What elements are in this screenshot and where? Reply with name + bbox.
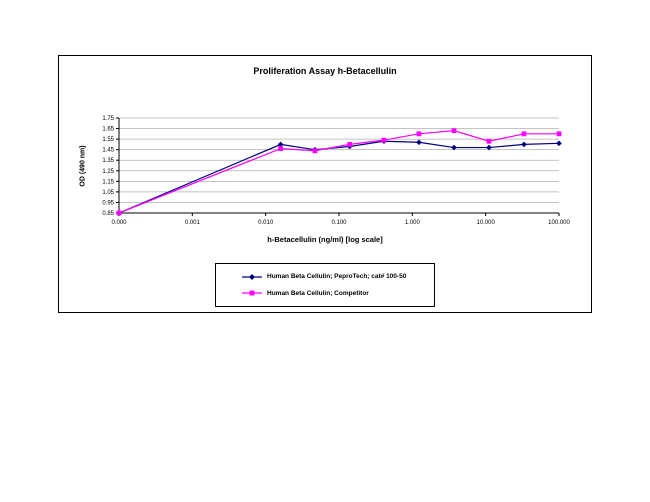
data-point-marker bbox=[521, 141, 527, 148]
y-tick-label: 1.75 bbox=[102, 116, 114, 122]
y-tick-label: 1.65 bbox=[102, 127, 114, 133]
y-tick-label: 0.85 bbox=[102, 211, 114, 217]
y-tick-label: 0.95 bbox=[102, 200, 114, 206]
y-tick-label: 1.05 bbox=[102, 190, 114, 196]
square-marker-icon bbox=[242, 290, 262, 296]
chart-title: Proliferation Assay h-Betacellulin bbox=[253, 66, 397, 76]
data-point-marker bbox=[277, 141, 284, 148]
legend-label: Human Beta Cellulin; PeproTech; cat# 100… bbox=[267, 273, 407, 281]
data-point-marker bbox=[381, 137, 387, 143]
y-tick-label: 1.15 bbox=[102, 179, 114, 185]
data-point-marker bbox=[278, 146, 284, 152]
y-tick-label: 1.35 bbox=[102, 158, 114, 164]
x-tick-label: 1.000 bbox=[405, 220, 421, 226]
data-point-marker bbox=[556, 140, 562, 147]
data-point-marker bbox=[312, 148, 318, 154]
diamond-marker-icon bbox=[242, 273, 262, 280]
data-point-marker bbox=[556, 131, 562, 137]
data-point-marker bbox=[486, 138, 492, 144]
x-tick-label: 10.000 bbox=[476, 220, 495, 226]
data-point-marker bbox=[116, 210, 122, 216]
legend-item-competitor: Human Beta Cellulin; Competitor bbox=[242, 289, 434, 297]
plot-area: 0.85 0.95 1.05 1.15 1.25 1.35 1.45 1.55 1.65 1.75… bbox=[102, 116, 570, 226]
y-tick-label: 1.55 bbox=[102, 137, 114, 143]
x-axis-title: h-Betacellulin (ng/ml) [log scale] bbox=[267, 235, 383, 244]
x-tick-label: 0.010 bbox=[258, 220, 274, 226]
data-point-marker bbox=[521, 131, 527, 137]
data-point-marker bbox=[416, 131, 422, 137]
x-tick-label: 0.100 bbox=[331, 220, 347, 226]
x-tick-label: 0.001 bbox=[185, 220, 201, 226]
y-tick-label: 1.25 bbox=[102, 169, 114, 175]
series-line bbox=[118, 130, 559, 214]
x-tick-label: 100.000 bbox=[548, 220, 570, 226]
y-tick-label: 1.45 bbox=[102, 148, 114, 154]
data-point-marker bbox=[347, 141, 353, 147]
legend: Human Beta Cellulin; PeproTech; cat# 100… bbox=[215, 263, 435, 307]
x-tick-label: 0.000 bbox=[111, 220, 127, 226]
data-point-marker bbox=[416, 139, 422, 146]
series-line bbox=[118, 140, 560, 214]
data-point-marker bbox=[451, 128, 457, 134]
legend-label: Human Beta Cellulin; Competitor bbox=[267, 289, 369, 297]
legend-item-peprotech: Human Beta Cellulin; PeproTech; cat# 100… bbox=[242, 273, 434, 281]
chart: Proliferation Assay h-Betacellulin OD (4… bbox=[58, 55, 592, 313]
